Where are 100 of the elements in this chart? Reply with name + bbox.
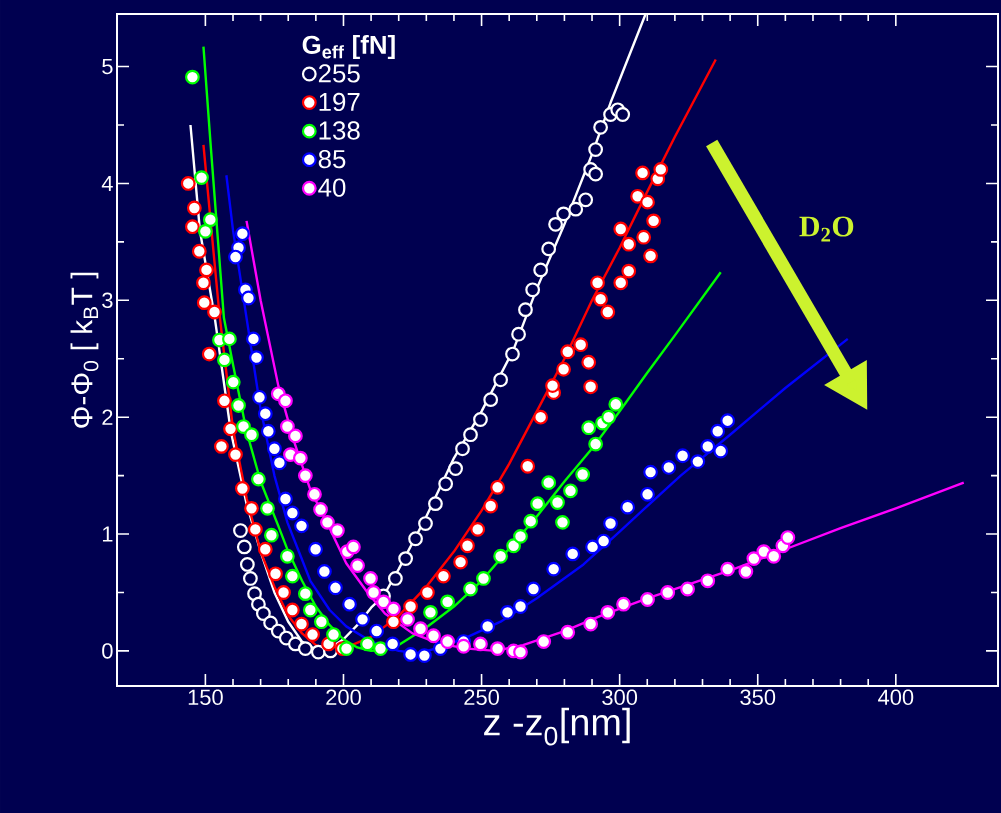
point [313,614,329,630]
point [222,331,237,347]
point [635,165,650,181]
x-tick-label: 200 [326,689,361,706]
point [260,423,276,439]
point [548,216,563,232]
point [369,623,385,639]
x-tick-label: 400 [878,689,914,706]
point [640,194,655,210]
point [386,614,401,630]
point [533,409,549,425]
point [307,486,322,502]
point [284,568,300,584]
point [249,350,264,365]
point [199,262,214,278]
point [278,491,293,507]
point [398,551,414,566]
point [738,564,754,579]
point [536,634,552,649]
point [231,398,246,413]
point [575,467,591,482]
point [278,393,293,409]
point [453,554,468,570]
point [247,521,263,537]
point [297,468,313,484]
x-tick-label: 350 [740,689,776,706]
point [460,538,475,554]
point [339,641,354,656]
point [583,379,599,395]
point [196,295,212,311]
point [615,107,631,122]
y-axis-title: Φ-Φ$_{0}$ [ k$_{B}$T ] [70,272,99,428]
point [661,460,677,475]
point [328,580,343,596]
point [533,262,549,278]
point [523,513,539,529]
point [280,419,295,434]
point [545,378,560,394]
point [196,275,211,291]
point [239,557,255,572]
point [720,413,736,429]
point [241,290,256,306]
point [513,528,528,544]
point [555,514,570,530]
point [511,326,526,342]
point [563,483,578,499]
point [568,201,584,217]
point [675,448,691,464]
point [234,481,250,496]
point [560,344,576,360]
point [590,275,605,291]
point [565,546,581,562]
point [297,641,313,656]
point [583,616,599,632]
point [180,176,196,191]
point [363,571,378,586]
point [603,516,618,531]
point [197,223,213,239]
point [593,291,608,307]
point [385,636,401,652]
point [428,496,443,512]
point [294,518,309,534]
point [225,374,241,390]
point [360,636,375,652]
point [530,496,546,512]
legend-label: 255 [318,64,360,83]
point [403,599,418,614]
point [746,551,762,566]
point [525,282,541,298]
point [346,539,361,555]
point [456,638,472,654]
point [326,627,341,642]
point [194,170,209,185]
point [423,604,438,620]
point [581,354,597,370]
x-tick-label: 150 [188,689,223,706]
y-tick-label: 1 [102,526,113,542]
point [313,502,328,517]
point [217,352,232,368]
point [493,548,509,564]
point [448,461,463,477]
point [636,229,652,245]
point [408,531,423,547]
point [355,611,370,627]
point [263,527,279,543]
x-tick-label: 300 [602,689,638,706]
point [186,200,202,216]
point [556,361,571,377]
point [621,263,637,279]
point [643,464,658,480]
point [608,396,624,412]
point [550,495,565,510]
point [420,585,435,600]
point [480,618,496,634]
point [292,450,308,466]
point [233,523,248,538]
point [556,206,571,222]
point [228,447,243,462]
point [236,419,251,434]
point [588,166,604,182]
